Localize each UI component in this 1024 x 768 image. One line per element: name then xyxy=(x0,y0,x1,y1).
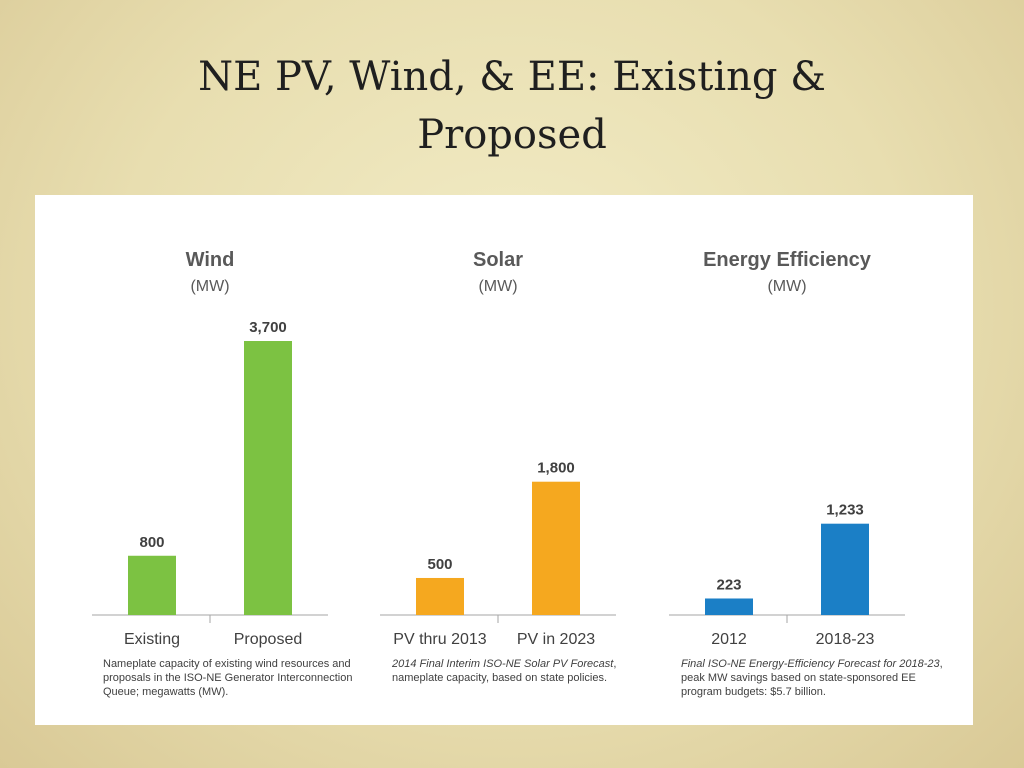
charts-svg: Wind (MW) 800 Existing 3,700 Proposed Solar (MW… xyxy=(92,249,905,648)
ee-note-part-1: Final ISO-NE Energy-Efficiency Forecast … xyxy=(681,658,940,670)
ee-data-label-1: 223 xyxy=(716,576,741,593)
solar-chart-unit: (MW) xyxy=(478,278,517,295)
ee-category-label-2: 2018-23 xyxy=(816,631,875,648)
charts-panel: Wind (MW) 800 Existing 3,700 Proposed Solar (MW… xyxy=(35,195,973,725)
solar-note-part-1: 2014 Final Interim ISO-NE Solar PV Forec… xyxy=(392,658,614,670)
ee-category-label-1: 2012 xyxy=(711,631,747,648)
slide-title: NE PV, Wind, & EE: Existing & Proposed xyxy=(0,48,1024,164)
solar-bar-2 xyxy=(532,481,580,615)
ee-note-part-2: , peak MW savings based on state-sponsor… xyxy=(681,658,943,698)
solar-data-label-1: 500 xyxy=(427,556,452,573)
solar-chart-title: Solar xyxy=(473,249,523,271)
wind-note-part-1: Nameplate capacity of existing wind reso… xyxy=(103,658,353,698)
wind-category-label-1: Existing xyxy=(124,631,180,648)
wind-bar-1 xyxy=(128,555,176,615)
solar-data-label-2: 1,800 xyxy=(537,460,575,477)
slide-title-line-2: Proposed xyxy=(417,112,607,158)
solar-category-label-1: PV thru 2013 xyxy=(393,631,487,648)
slide-title-line-1: NE PV, Wind, & EE: Existing & xyxy=(198,54,826,100)
wind-category-label-2: Proposed xyxy=(234,631,303,648)
solar-source-note: 2014 Final Interim ISO-NE Solar PV Forec… xyxy=(392,657,662,685)
ee-chart-unit: (MW) xyxy=(767,278,806,295)
ee-source-note: Final ISO-NE Energy-Efficiency Forecast … xyxy=(681,657,951,699)
wind-data-label-2: 3,700 xyxy=(249,319,287,336)
ee-data-label-2: 1,233 xyxy=(826,502,864,519)
ee-bar-2 xyxy=(821,523,869,615)
ee-chart-title: Energy Efficiency xyxy=(703,249,872,271)
solar-note-part-2: , nameplate capacity, based on state pol… xyxy=(392,658,617,684)
wind-source-note: Nameplate capacity of existing wind reso… xyxy=(103,657,373,699)
wind-chart-title: Wind xyxy=(186,249,235,271)
solar-bar-1 xyxy=(416,577,464,615)
wind-data-label-1: 800 xyxy=(139,534,164,551)
wind-bar-2 xyxy=(244,341,292,615)
ee-bar-1 xyxy=(705,598,753,615)
solar-category-label-2: PV in 2023 xyxy=(517,631,595,648)
wind-chart-unit: (MW) xyxy=(190,278,229,295)
